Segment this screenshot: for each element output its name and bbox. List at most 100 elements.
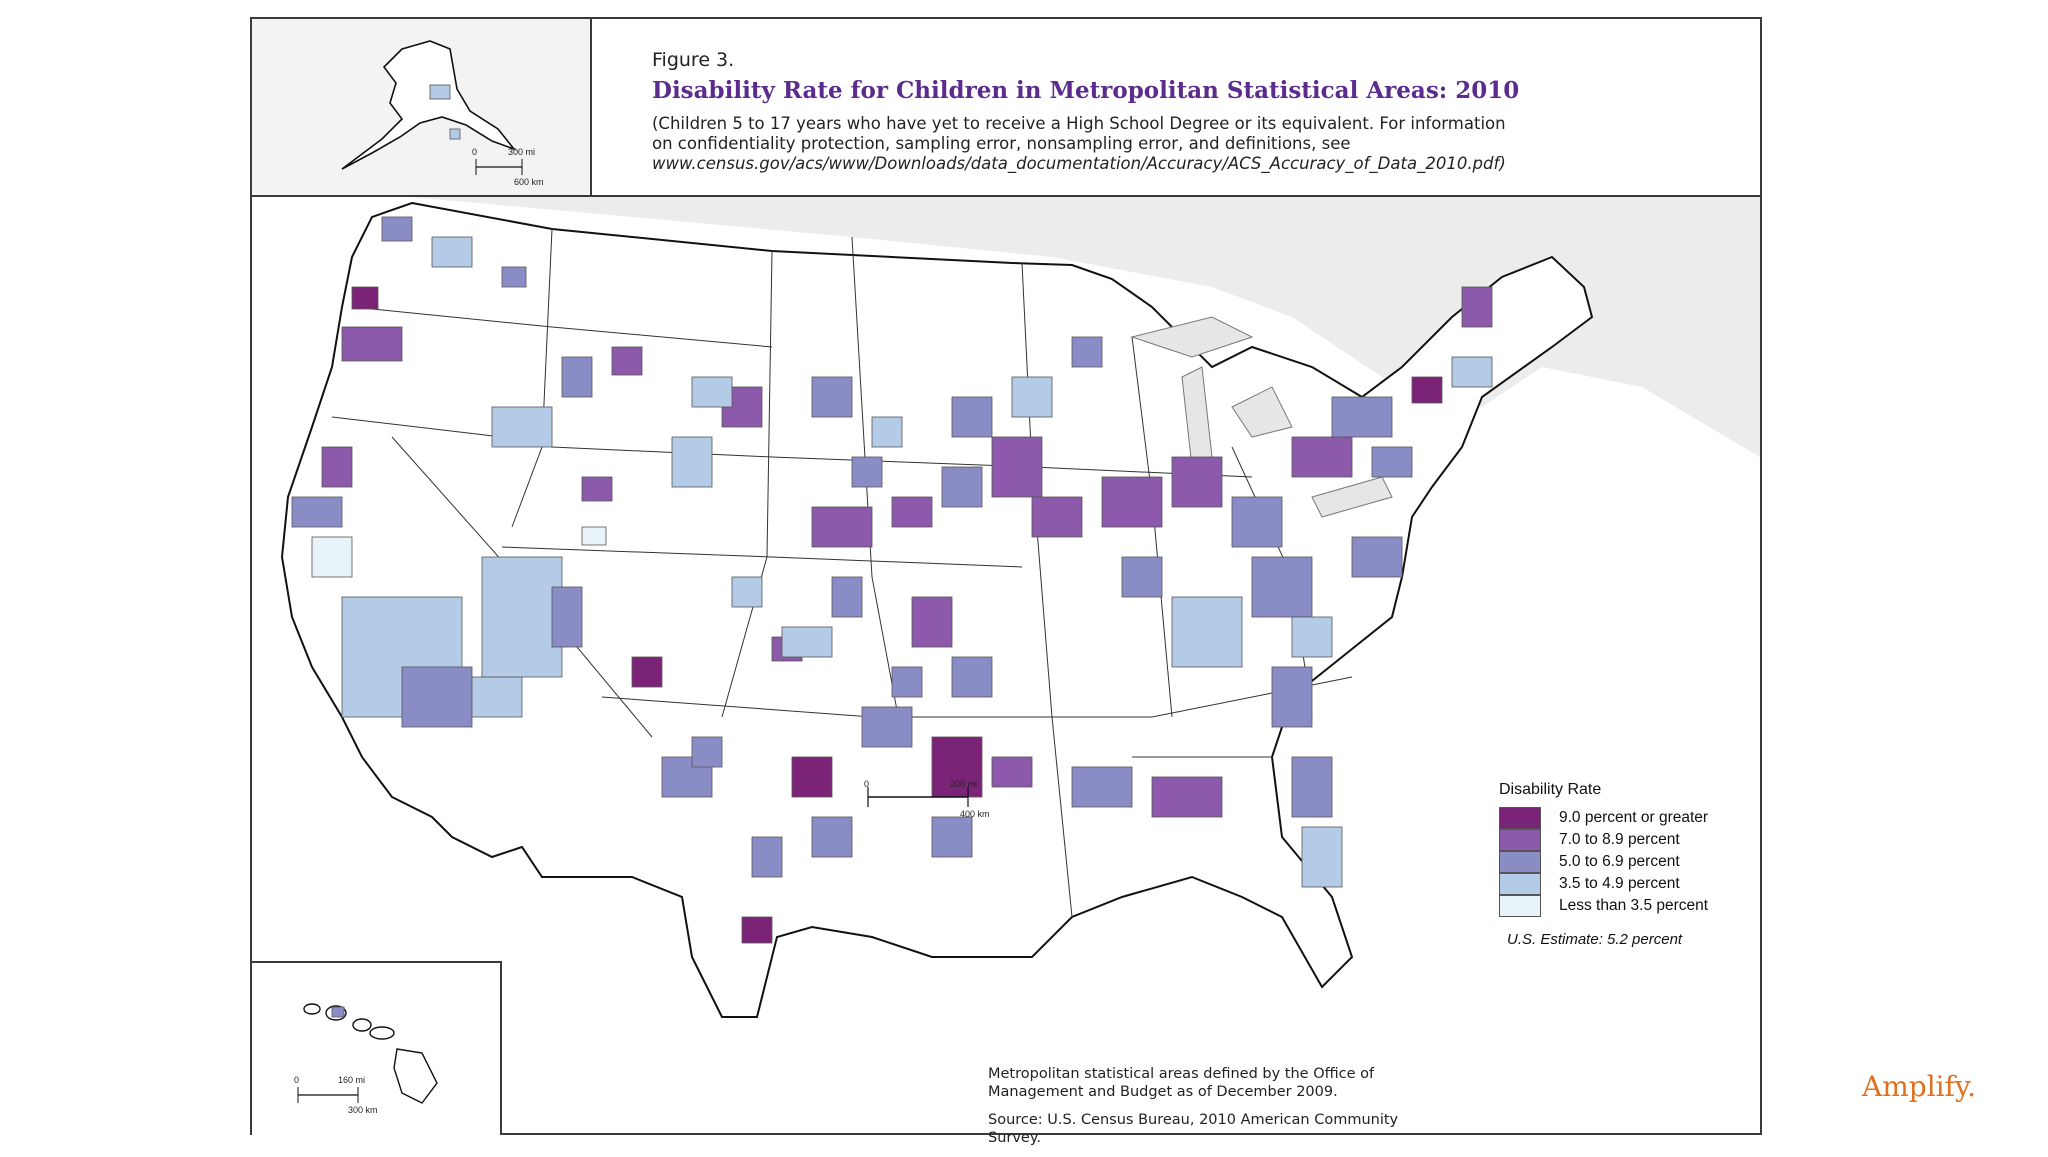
msa-region [1171,456,1223,508]
msa-region [341,326,403,362]
alaska-scale-bar [475,159,523,175]
figure-number: Figure 3. [652,49,735,71]
legend-swatch [1499,807,1541,829]
hawaii-scale-zero: 0 [294,1075,300,1085]
msa-region [891,666,923,698]
us-estimate: U.S. Estimate: 5.2 percent [1507,931,1683,948]
msa-region [431,236,473,268]
msa-region [481,556,563,678]
msa-region [931,816,973,858]
main-scale-bar [867,787,969,807]
legend-swatch [1499,873,1541,895]
msa-region [501,266,527,288]
legend-item: Less than 3.5 percent [1499,895,1759,917]
msa-region [1351,536,1403,578]
legend-item: 3.5 to 4.9 percent [1499,873,1759,895]
msa-region [1121,556,1163,598]
alaska-inset: 0 300 mi 600 km [252,19,592,195]
figure-header: 0 300 mi 600 km Figure 3. Disability Rat… [252,19,1760,197]
source-note: Source: U.S. Census Bureau, 2010 America… [988,1112,1399,1146]
msa-region [631,656,663,688]
msa-region [491,406,553,448]
hawaii-scale-bar [297,1087,359,1103]
msa-region [429,84,451,100]
msa-region [1231,496,1283,548]
msa-region [581,476,613,502]
msa-region [1291,756,1333,818]
msa-region [941,466,983,508]
hawaii-map [297,1003,438,1104]
msa-region [891,496,933,528]
hawaii-islands [303,1003,438,1104]
msa-region [861,706,913,748]
legend-item: 9.0 percent or greater [1499,807,1759,829]
msa-region [1101,476,1163,528]
msa-region [871,416,903,448]
msa-region [751,836,783,878]
msa-region [1271,666,1313,728]
msa-region [581,526,607,546]
msa-region [811,816,853,858]
legend-swatch [1499,851,1541,873]
legend-item: 5.0 to 6.9 percent [1499,851,1759,873]
legend-item: 7.0 to 8.9 percent [1499,829,1759,851]
main-scale-mi: 200 mi [950,779,978,789]
msa-region [471,676,523,718]
msa-region [791,756,833,798]
alaska-outline [341,40,517,170]
msa-region [1301,826,1343,888]
msa-region [691,736,723,768]
figure-subtitle: (Children 5 to 17 years who have yet to … [652,114,1732,174]
msa-region [991,756,1033,788]
alaska-scale-zero: 0 [472,147,478,157]
msa-region [691,376,733,408]
hawaii-inset: 0 160 mi 300 km [252,961,502,1135]
legend-swatch [1499,829,1541,851]
msa-region [851,456,883,488]
msa-region [1251,556,1313,618]
msa-region [671,436,713,488]
legend-label: 5.0 to 6.9 percent [1559,853,1680,870]
legend-label: 7.0 to 8.9 percent [1559,831,1680,848]
msa-region [1291,436,1353,478]
map-notes: Metropolitan statistical areas defined b… [988,1065,1428,1157]
msa-region [1151,776,1223,818]
msa-region [991,436,1043,498]
hawaii-scale-mi: 160 mi [338,1075,366,1085]
msa-region [811,376,853,418]
msa-regions [291,216,1493,944]
msa-region [911,596,953,648]
us-map [252,197,1760,1018]
map-area: 0 200 mi 400 km [252,197,1760,1135]
msa-region [1291,616,1333,658]
msa-region [401,666,473,728]
msa-region [731,576,763,608]
msa-definition-note: Metropolitan statistical areas defined b… [988,1065,1428,1101]
canada-land [252,197,1760,457]
legend-label: 3.5 to 4.9 percent [1559,875,1680,892]
msa-region [1331,396,1393,438]
msa-region [321,446,353,488]
msa-region [951,396,993,438]
msa-region [351,286,379,310]
note-line-2: Management and Budget as of December 200… [988,1084,1338,1100]
msa-region [1371,446,1413,478]
legend-label: Less than 3.5 percent [1559,897,1709,914]
msa-region [931,736,983,798]
msa-region [781,626,833,658]
subtitle-line-2: on confidentiality protection, sampling … [652,134,1351,153]
msa-region [449,128,461,140]
legend-label: 9.0 percent or greater [1559,809,1709,826]
hawaii-scale-km: 300 km [348,1105,378,1115]
msa-region [311,536,353,578]
alaska-scale-km: 600 km [514,177,544,187]
msa-region [1031,496,1083,538]
legend-title: Disability Rate [1499,781,1602,798]
main-scale-km: 400 km [960,809,990,819]
map-figure-frame: 0 300 mi 600 km Figure 3. Disability Rat… [250,17,1762,1146]
msa-region [331,1006,345,1018]
msa-region [381,216,413,242]
msa-region [1071,766,1133,808]
msa-region [1451,356,1493,388]
msa-region [1461,286,1493,328]
